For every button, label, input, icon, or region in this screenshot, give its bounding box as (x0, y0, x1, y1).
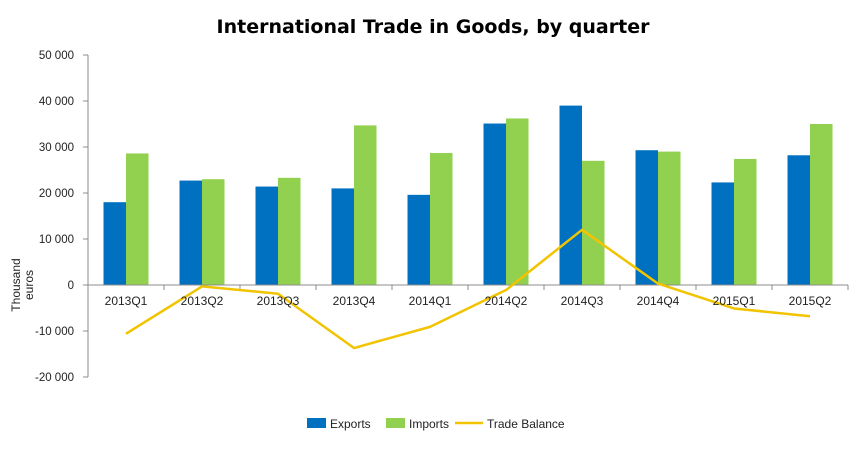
x-tick-label: 2013Q2 (181, 294, 224, 308)
y-axis-title-line-1: Thousand (9, 258, 23, 311)
legend-label: Trade Balance (487, 417, 565, 431)
bar-imports (202, 179, 225, 285)
legend-swatch (307, 418, 326, 428)
chart-title: International Trade in Goods, by quarter (217, 16, 651, 38)
trade-balance-line (125, 228, 811, 350)
bar-exports (787, 155, 810, 285)
bars (103, 105, 833, 285)
bar-exports (635, 150, 658, 285)
legend-label: Imports (409, 417, 449, 431)
axes (83, 54, 849, 378)
y-axis-title-line-2: euros (22, 270, 36, 300)
bar-exports (331, 188, 354, 285)
x-tick-label: 2014Q4 (637, 294, 680, 308)
bar-imports (354, 125, 377, 285)
legend: Exports Imports Trade Balance (307, 417, 565, 431)
y-tick-label: 50 000 (39, 50, 74, 62)
x-axis-labels: 2013Q1 2013Q2 2013Q3 2013Q4 2014Q1 2014Q2 2014… (105, 294, 832, 308)
x-tick-label: 2014Q3 (561, 294, 604, 308)
bar-imports (658, 151, 681, 285)
bar-exports (255, 186, 278, 285)
bar-imports (126, 153, 149, 285)
y-tick-label: -20 000 (35, 372, 74, 384)
bar-imports (506, 118, 529, 285)
x-tick-label: 2013Q4 (333, 294, 376, 308)
bar-imports (734, 158, 757, 285)
y-tick-label: 30 000 (39, 142, 74, 154)
y-tick-label: 20 000 (39, 188, 74, 200)
bar-exports (559, 105, 582, 285)
x-tick-label: 2014Q1 (409, 294, 452, 308)
bar-imports (810, 124, 833, 285)
bar-exports (103, 202, 126, 285)
legend-swatch (386, 418, 405, 428)
bar-exports (711, 182, 734, 285)
x-tick-label: 2015Q2 (789, 294, 832, 308)
x-tick-label: 2015Q1 (713, 294, 756, 308)
x-tick-label: 2013Q3 (257, 294, 300, 308)
legend-label: Exports (330, 417, 371, 431)
bar-imports (582, 160, 605, 285)
y-tick-label: 40 000 (39, 96, 74, 108)
y-tick-label: -10 000 (35, 326, 74, 338)
y-axis: 50 000 40 000 30 000 20 000 10 000 0 -10 000 -2… (35, 50, 74, 384)
bar-imports (430, 152, 453, 285)
x-tick-label: 2014Q2 (485, 294, 528, 308)
line-trade-balance (125, 228, 811, 350)
y-tick-label: 0 (68, 280, 74, 292)
bar-exports (407, 194, 430, 285)
y-tick-label: 10 000 (39, 234, 74, 246)
bar-exports (179, 180, 202, 285)
y-axis-title: Thousand euros (9, 258, 36, 311)
x-tick-label: 2013Q1 (105, 294, 148, 308)
bar-exports (483, 123, 506, 285)
bar-imports (278, 177, 301, 285)
